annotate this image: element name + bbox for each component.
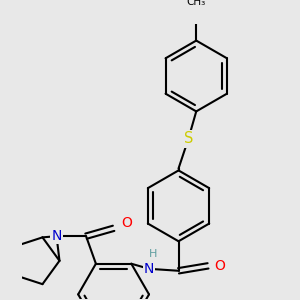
Text: S: S bbox=[184, 131, 193, 146]
Text: N: N bbox=[51, 229, 62, 243]
Text: O: O bbox=[214, 259, 225, 273]
Text: O: O bbox=[121, 216, 132, 230]
Text: N: N bbox=[144, 262, 154, 276]
Text: CH₃: CH₃ bbox=[187, 0, 206, 7]
Text: H: H bbox=[149, 249, 157, 259]
